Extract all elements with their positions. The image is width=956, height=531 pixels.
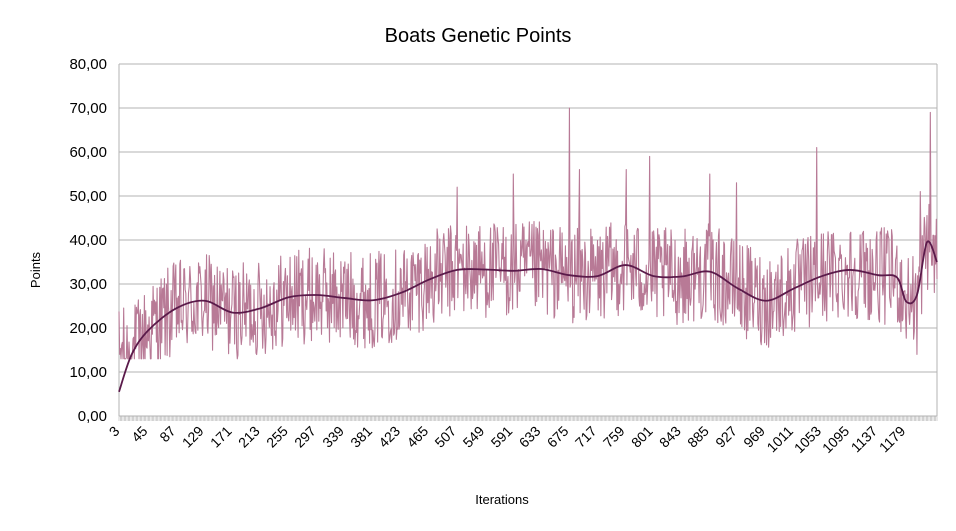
raw-points-line xyxy=(118,107,938,360)
y-tick-label: 20,00 xyxy=(69,320,107,337)
trend-line xyxy=(118,240,938,393)
x-minor-ticks xyxy=(118,416,938,421)
y-tick-label: 30,00 xyxy=(69,276,107,293)
y-tick-label: 80,00 xyxy=(69,56,107,73)
chart-title: Boats Genetic Points xyxy=(385,25,572,47)
y-tick-label: 50,00 xyxy=(69,188,107,205)
y-tick-label: 60,00 xyxy=(69,144,107,161)
raw-points-series xyxy=(118,107,938,360)
y-tick-label: 40,00 xyxy=(69,232,107,249)
x-axis-tick-marks xyxy=(118,416,938,421)
y-tick-label: 70,00 xyxy=(69,100,107,117)
y-axis-ticks: 0,00 10,00 20,00 30,00 40,00 50,00 60,00 70,00 8… xyxy=(69,56,107,425)
y-axis-label: Points xyxy=(28,251,43,288)
y-tick-label: 10,00 xyxy=(69,364,107,381)
y-tick-label: 0,00 xyxy=(78,408,107,425)
trend-line-series xyxy=(118,240,938,393)
x-axis-label: Iterations xyxy=(475,492,529,507)
